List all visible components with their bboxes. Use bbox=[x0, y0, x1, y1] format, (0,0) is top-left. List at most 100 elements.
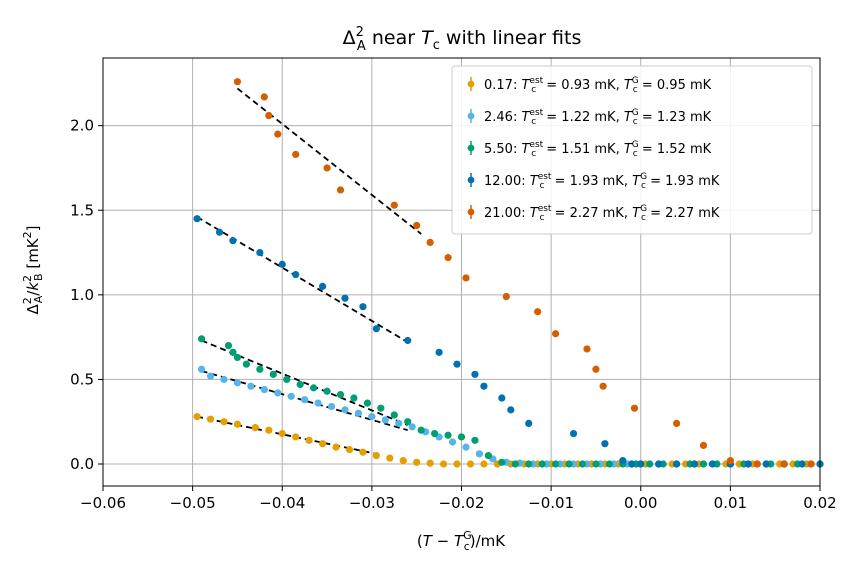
data-point bbox=[269, 370, 277, 378]
data-point bbox=[323, 387, 331, 395]
data-point bbox=[314, 399, 322, 407]
data-point bbox=[708, 460, 717, 468]
y-tick-label: 0.0 bbox=[70, 455, 94, 473]
data-point bbox=[699, 441, 708, 449]
data-point bbox=[359, 448, 367, 456]
data-point bbox=[372, 325, 380, 333]
data-point bbox=[435, 348, 443, 356]
data-point bbox=[630, 404, 639, 412]
data-point bbox=[726, 457, 734, 465]
data-point bbox=[390, 411, 398, 419]
legend-item: 0.17: Test c = 0.93 mK, TG c = 0.95 mK bbox=[467, 76, 712, 95]
x-tick-label: 0.01 bbox=[714, 494, 747, 512]
x-tick-label: −0.06 bbox=[80, 494, 126, 512]
data-point bbox=[583, 345, 591, 353]
data-point bbox=[565, 460, 573, 468]
data-point bbox=[336, 391, 345, 399]
data-point bbox=[753, 460, 761, 468]
data-point bbox=[507, 406, 515, 414]
data-point bbox=[265, 426, 273, 434]
legend-marker bbox=[467, 176, 475, 184]
data-point bbox=[395, 419, 403, 428]
legend-item: 21.00: Test c = 2.27 mK, TG c = 2.27 mK bbox=[467, 204, 720, 223]
legend-marker bbox=[467, 208, 475, 216]
data-point bbox=[498, 394, 506, 402]
data-point bbox=[413, 458, 421, 466]
y-tick-label: 2.0 bbox=[70, 117, 94, 135]
data-point bbox=[359, 303, 367, 311]
data-point bbox=[345, 446, 354, 454]
data-point bbox=[655, 460, 663, 468]
data-point bbox=[278, 260, 286, 268]
data-point bbox=[381, 416, 389, 424]
x-tick-label: 0.02 bbox=[803, 494, 836, 512]
legend-label: 12.00: Test c = 1.93 mK, TG c = 1.93 mK bbox=[484, 172, 720, 191]
data-point bbox=[502, 292, 510, 301]
data-point bbox=[341, 406, 349, 414]
legend-marker bbox=[467, 112, 475, 120]
data-point bbox=[274, 130, 282, 138]
legend-item: 12.00: Test c = 1.93 mK, TG c = 1.93 mK bbox=[467, 172, 720, 191]
legend-item: 2.46: Test c = 1.22 mK, TG c = 1.23 mK bbox=[467, 108, 712, 127]
data-point bbox=[292, 270, 300, 279]
data-point bbox=[480, 460, 488, 468]
legend-label: 0.17: Test c = 0.93 mK, TG c = 0.95 mK bbox=[484, 76, 712, 95]
data-point bbox=[525, 419, 533, 428]
data-point bbox=[780, 460, 788, 468]
data-point bbox=[484, 451, 492, 460]
data-point bbox=[619, 457, 627, 465]
data-point bbox=[354, 409, 363, 417]
data-point bbox=[260, 93, 268, 101]
data-point bbox=[283, 375, 291, 384]
data-point bbox=[233, 353, 242, 362]
data-point bbox=[480, 382, 488, 390]
data-point bbox=[377, 404, 385, 412]
x-axis-ticks: −0.06 −0.05 −0.04 −0.03 −0.02 −0.01 0.00 0.01 0.… bbox=[80, 486, 837, 512]
data-point bbox=[220, 418, 228, 426]
data-point bbox=[224, 341, 233, 350]
data-point bbox=[256, 248, 264, 257]
data-point bbox=[413, 221, 421, 230]
data-point bbox=[386, 454, 394, 462]
data-point bbox=[462, 274, 470, 282]
data-point bbox=[569, 429, 578, 438]
data-point bbox=[242, 360, 250, 368]
data-point bbox=[744, 460, 752, 468]
data-point bbox=[807, 460, 815, 468]
data-point bbox=[592, 365, 600, 373]
data-point bbox=[305, 436, 313, 444]
data-point bbox=[798, 460, 806, 468]
data-point bbox=[233, 379, 242, 387]
legend-label: 21.00: Test c = 2.27 mK, TG c = 2.27 mK bbox=[484, 204, 720, 223]
data-point bbox=[453, 460, 461, 468]
y-tick-label: 1.0 bbox=[70, 286, 94, 304]
data-point bbox=[699, 460, 708, 468]
legend-box bbox=[451, 65, 813, 235]
data-point bbox=[193, 215, 201, 223]
data-point bbox=[552, 330, 560, 338]
fit-line bbox=[201, 339, 409, 426]
data-point bbox=[466, 460, 475, 468]
legend-item: 5.50: Test c = 1.51 mK, TG c = 1.52 mK bbox=[467, 140, 712, 159]
data-point bbox=[363, 399, 371, 407]
data-point bbox=[444, 254, 452, 262]
fit-line bbox=[236, 87, 422, 235]
data-point bbox=[578, 460, 587, 468]
data-point bbox=[646, 460, 654, 468]
data-point bbox=[274, 389, 282, 397]
data-point bbox=[534, 308, 542, 316]
fit-lines bbox=[196, 87, 422, 455]
x-tick-label: −0.01 bbox=[528, 494, 574, 512]
data-point bbox=[439, 460, 448, 468]
data-point bbox=[318, 440, 327, 448]
data-point bbox=[399, 457, 407, 465]
data-point bbox=[762, 460, 770, 468]
y-tick-label: 1.5 bbox=[70, 201, 94, 219]
data-point bbox=[404, 418, 412, 426]
data-point bbox=[318, 282, 327, 290]
data-point bbox=[229, 237, 237, 245]
data-point bbox=[278, 429, 286, 438]
data-point bbox=[511, 460, 519, 468]
data-point bbox=[197, 335, 206, 343]
data-point bbox=[404, 336, 412, 345]
